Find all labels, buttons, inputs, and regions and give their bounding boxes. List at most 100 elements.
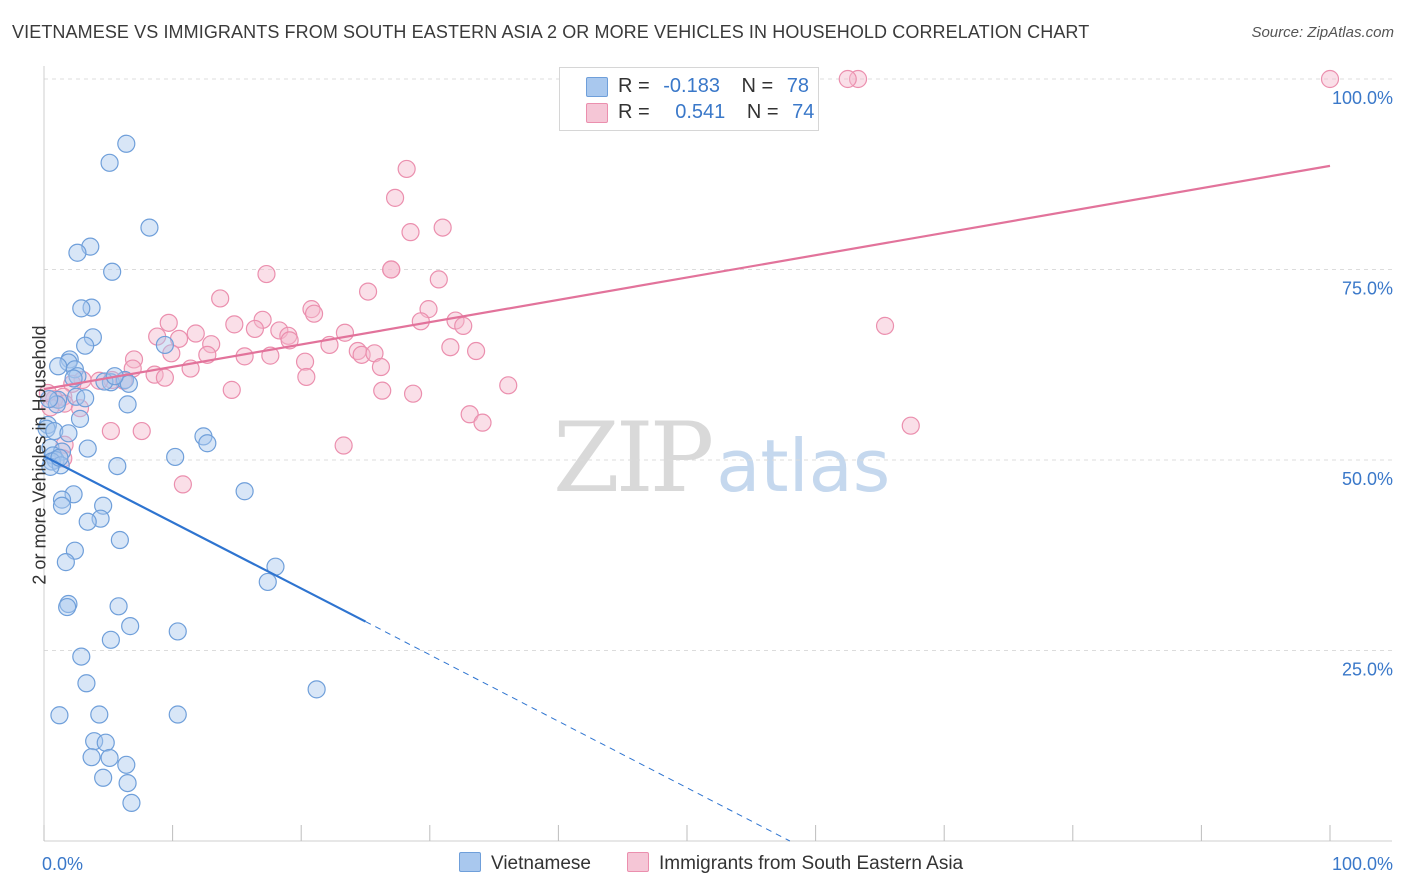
pink-point [401, 223, 420, 242]
blue-point [117, 134, 136, 153]
blue-point [140, 218, 159, 237]
blue-point [49, 357, 68, 376]
y-tick-labels: 100.0% 75.0% 50.0% 25.0% [1332, 88, 1393, 680]
blue-point [117, 755, 136, 774]
blue-point [166, 447, 185, 467]
blue-point [72, 299, 91, 318]
blue-point [59, 424, 78, 443]
legend-swatch-pink [586, 103, 608, 123]
bottom-legend-immigrants: Immigrants from South Eastern Asia [627, 852, 963, 875]
pink-point [173, 475, 192, 494]
pink-point [295, 352, 315, 371]
pink-point [901, 416, 920, 435]
blue-point [100, 153, 119, 172]
bottom-legend-swatch-pink [627, 852, 649, 872]
pink-point [257, 264, 276, 284]
blue-point [96, 733, 115, 752]
legend-text: R = 0.541 N = 74 [618, 101, 814, 124]
source-label: Source: ZipAtlas.com [1251, 24, 1394, 41]
pink-point [132, 421, 151, 441]
blue-point [78, 439, 97, 458]
watermark-zip: ZIP [553, 402, 714, 514]
blue-point [50, 706, 69, 725]
blue-point [58, 597, 77, 617]
blue-trend-extension [365, 621, 791, 842]
pink-point [186, 324, 205, 343]
blue-point [72, 647, 91, 666]
legend-r-label: R = [618, 101, 650, 123]
pink-point [433, 218, 452, 237]
pink-point [385, 188, 405, 207]
pink-point [280, 331, 299, 350]
pink-point [466, 341, 486, 361]
blue-point [307, 680, 326, 699]
blue-point [56, 553, 75, 572]
chart-title: VIETNAMESE VS IMMIGRANTS FROM SOUTH EAST… [12, 22, 1090, 42]
blue-point [109, 597, 128, 616]
y-axis-label: 2 or more Vehicles in Household [29, 325, 50, 585]
blue-point [76, 336, 95, 355]
bottom-legend-label: Immigrants from South Eastern Asia [659, 853, 964, 874]
blue-point [77, 674, 96, 693]
pink-series-points [38, 69, 1340, 494]
bottom-legend-swatch-blue [459, 852, 481, 872]
blue-point [110, 530, 129, 550]
pink-point [304, 304, 324, 323]
pink-point [429, 270, 448, 289]
legend-swatch-blue [586, 77, 608, 97]
trend-lines [43, 164, 1331, 842]
blue-series-points [37, 134, 326, 813]
legend-n-label: N = [741, 75, 774, 97]
blue-point [90, 705, 109, 724]
blue-point [121, 617, 140, 636]
pink-point [875, 316, 895, 335]
blue-point [118, 773, 137, 793]
watermark-atlas: atlas [716, 424, 891, 508]
pink-point [253, 310, 272, 329]
bottom-legend-vietnamese: Vietnamese [459, 852, 591, 875]
x-tick-labels: 0.0% 100.0% [42, 854, 1393, 874]
pink-point [70, 399, 90, 418]
blue-point [68, 243, 87, 262]
pink-point [499, 376, 518, 395]
blue-point [82, 748, 101, 767]
legend-n-value: 78 [786, 75, 810, 97]
blue-point [70, 409, 90, 428]
legend-n-label: N = [746, 101, 779, 123]
pink-point [460, 405, 479, 424]
blue-point [40, 389, 59, 409]
pink-point [225, 315, 244, 334]
x-tick-label: 0.0% [42, 854, 83, 874]
x-ticks [43, 825, 1331, 841]
legend-text: R = -0.183 N = 78 [618, 75, 809, 98]
blue-point [100, 748, 119, 768]
pink-trend-line [43, 164, 1331, 391]
legend-r-value: 0.541 [675, 101, 726, 123]
y-tick-label: 100.0% [1332, 88, 1393, 108]
pink-point [1320, 69, 1340, 89]
blue-point [94, 768, 113, 787]
blue-point [45, 421, 64, 441]
blue-point [235, 482, 254, 501]
pink-point [473, 413, 492, 432]
y-tick-label: 25.0% [1342, 660, 1393, 680]
legend-r-value: -0.183 [663, 75, 720, 97]
blue-point [76, 389, 95, 408]
pink-point [211, 289, 230, 308]
pink-point [382, 260, 401, 279]
blue-point [155, 335, 174, 355]
correlation-legend: R = -0.183 N = 78 R = 0.541 N = 74 [559, 67, 819, 131]
bottom-legend-label: Vietnamese [491, 853, 591, 874]
blue-point [59, 594, 78, 614]
pink-point [838, 69, 857, 89]
y-tick-label: 50.0% [1342, 469, 1393, 489]
legend-r-label: R = [618, 75, 650, 97]
pink-point [848, 69, 868, 89]
pink-point [441, 338, 460, 357]
pink-point [411, 312, 430, 331]
pink-point [245, 319, 265, 339]
blue-point [101, 630, 120, 649]
blue-point [168, 705, 187, 724]
blue-point [67, 387, 86, 406]
